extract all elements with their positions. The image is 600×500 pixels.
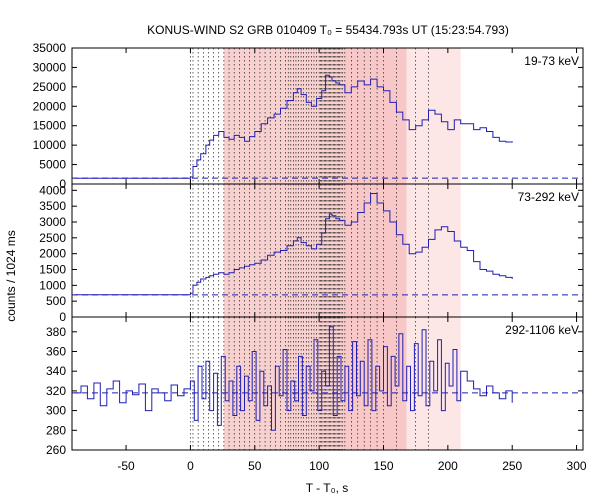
series-line xyxy=(74,193,513,296)
series-line xyxy=(74,326,513,431)
panel-frame xyxy=(71,316,584,451)
y-tick-label: 15000 xyxy=(33,119,67,133)
y-tick-label: 30000 xyxy=(33,60,67,74)
shaded-region-3 xyxy=(406,48,461,184)
x-axis-label: T - T₀, s xyxy=(306,481,349,495)
y-tick-label: 1500 xyxy=(39,263,66,277)
y-axis-label: counts / 1024 ms xyxy=(4,230,18,321)
y-tick-label: 280 xyxy=(46,423,66,437)
y-tick-label: 20000 xyxy=(33,99,67,113)
x-tick-label: 300 xyxy=(567,459,587,473)
y-tick-label: 3000 xyxy=(39,215,66,229)
y-tick-label: 5000 xyxy=(39,158,66,172)
y-tick-label: 25000 xyxy=(33,80,67,94)
shaded-region-1 xyxy=(223,48,343,184)
band-label: 292-1106 keV xyxy=(505,323,579,337)
y-tick-label: 0 xyxy=(59,310,66,324)
shaded-region-2 xyxy=(342,48,407,184)
series-line xyxy=(74,74,513,179)
shaded-region-2 xyxy=(342,317,407,450)
x-tick-label: 0 xyxy=(187,459,194,473)
y-tick-label: 320 xyxy=(46,384,66,398)
panel-1: 0 5000 10000 15000 20000 25000 30000 35000 19-73… xyxy=(33,41,584,191)
x-tick-label: 200 xyxy=(438,459,458,473)
panel-3: 260 280 300 320 340 360 380 292-1106 keV xyxy=(46,316,584,457)
y-tick-label: 500 xyxy=(46,294,66,308)
y-tick-label: 10000 xyxy=(33,138,67,152)
y-tick-label: 360 xyxy=(46,344,66,358)
x-tick-label: 250 xyxy=(502,459,522,473)
y-tick-label: 35000 xyxy=(33,41,67,55)
x-tick-label: 50 xyxy=(248,459,262,473)
y-tick-label: 4000 xyxy=(39,183,66,197)
y-tick-label: 260 xyxy=(46,443,66,457)
y-tick-label: 340 xyxy=(46,364,66,378)
y-tick-label: 2500 xyxy=(39,231,66,245)
x-tick-label: 150 xyxy=(373,459,393,473)
y-tick-label: 3500 xyxy=(39,199,66,213)
band-label: 73-292 keV xyxy=(518,190,579,204)
x-tick-label: -50 xyxy=(117,459,135,473)
y-tick-label: 300 xyxy=(46,404,66,418)
y-tick-label: 380 xyxy=(46,325,66,339)
x-tick-label: 100 xyxy=(309,459,329,473)
chart-title: KONUS-WIND S2 GRB 010409 T₀ = 55434.793s… xyxy=(147,23,509,37)
band-label: 19-73 keV xyxy=(524,54,579,68)
panels-group: 0500010000150002000025000300003500019-73… xyxy=(33,41,587,473)
shaded-region-3 xyxy=(406,184,461,317)
y-tick-label: 2000 xyxy=(39,247,66,261)
shaded-region-2 xyxy=(342,184,407,317)
y-tick-label: 1000 xyxy=(39,278,66,292)
y-tick-label: 0 xyxy=(59,177,66,191)
